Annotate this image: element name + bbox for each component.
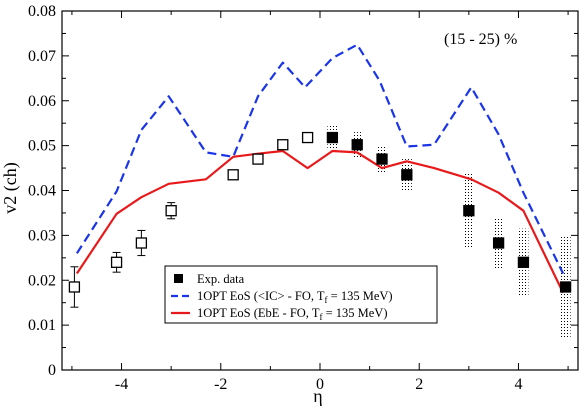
data-point-open: [301, 131, 314, 144]
y-tick-label: 0.08: [28, 3, 56, 20]
legend-marker-exp: [174, 274, 183, 283]
y-tick-label: 0.01: [28, 317, 56, 334]
data-point-filled: [463, 205, 475, 217]
y-tick-label: 0.04: [28, 183, 56, 200]
panel-annotation: (15 - 25) %: [444, 31, 517, 48]
y-axis-title: v2 (ch): [0, 162, 21, 213]
series-line-ebe-fo: [75, 149, 565, 294]
data-point-filled: [376, 153, 388, 165]
legend-label-exp: Exp. data: [197, 272, 245, 286]
y-tick-label: 0.02: [28, 272, 56, 289]
y-tick-label: 0.05: [28, 138, 56, 155]
data-point-filled: [326, 131, 339, 144]
data-point-open: [227, 169, 239, 181]
tick-labels: -4 -2 0 2 4 0 0.01 0.02 0.03 0.04 0.05 0.06 0.07 0.08: [28, 3, 522, 393]
data-point-open: [68, 281, 81, 293]
data-point-open: [252, 153, 264, 165]
data-point-filled: [351, 139, 363, 151]
x-tick-label: -2: [214, 376, 227, 393]
x-tick-label: -4: [115, 376, 128, 393]
legend-label-ebe: 1OPT EoS (EbE - FO, Tf = 135 MeV): [197, 306, 388, 322]
x-tick-label: 4: [514, 376, 522, 393]
data-point-open: [277, 139, 289, 151]
data-point-filled: [492, 237, 505, 249]
y-tick-label: 0: [48, 362, 56, 379]
x-tick-label: 0: [316, 376, 324, 393]
series-line-ic-fo: [75, 43, 565, 274]
legend-label-ic: 1OPT EoS (<IC> - FO, Tf = 135 MeV): [197, 289, 393, 305]
data-point-open: [110, 256, 123, 268]
legend-box: [164, 265, 438, 324]
y-tick-label: 0.03: [28, 227, 56, 244]
y-tick-label: 0.06: [28, 93, 56, 110]
x-axis-title: η: [313, 386, 322, 406]
data-point-filled: [401, 169, 413, 181]
y-tick-label: 0.07: [28, 48, 56, 65]
data-point-filled: [517, 256, 530, 268]
legend: Exp. data 1OPT EoS (<IC> - FO, Tf = 135 …: [164, 265, 438, 324]
data-point-open: [165, 205, 177, 217]
experimental-points: [68, 131, 572, 308]
data-point-open: [135, 237, 148, 249]
data-point-filled: [559, 281, 572, 293]
axis-ticks: [62, 10, 578, 371]
x-tick-label: 2: [415, 376, 423, 393]
model-curves: [75, 43, 565, 294]
